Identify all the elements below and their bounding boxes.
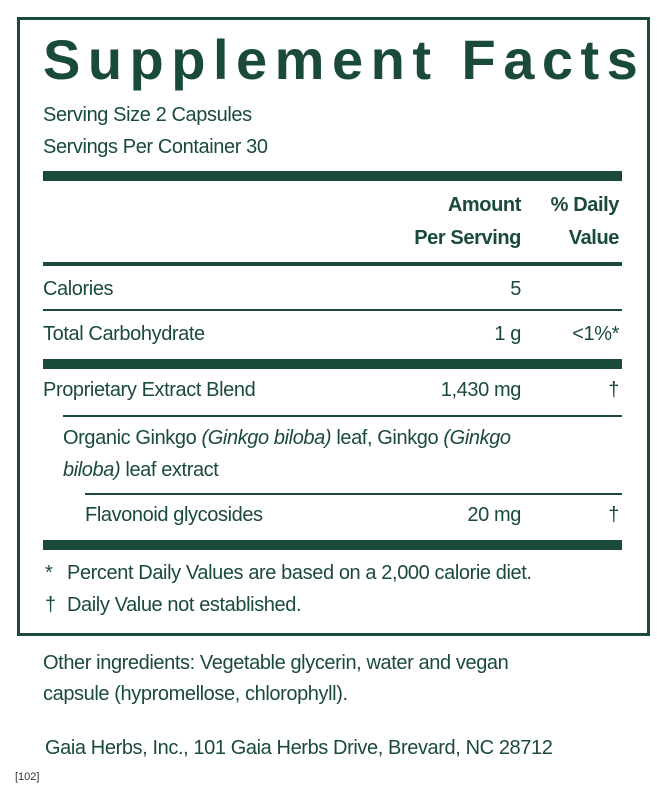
row-calories-amount: 5 xyxy=(510,278,521,300)
text: leaf extract xyxy=(120,459,219,481)
row-blend-dv: † xyxy=(608,379,619,401)
latin-name: (Ginkgo xyxy=(443,427,511,449)
divider-medium xyxy=(43,262,622,266)
facts-panel-border xyxy=(17,17,650,636)
text: leaf, Ginkgo xyxy=(331,427,444,449)
other-ingredients-line2: capsule (hypromellose, chlorophyll). xyxy=(43,683,348,705)
row-flavonoid-name: Flavonoid glycosides xyxy=(85,504,263,526)
text: Organic Ginkgo xyxy=(63,427,202,449)
footnote-dagger-symbol: † xyxy=(45,594,56,616)
header-value: Value xyxy=(568,227,620,249)
label-code: [102] xyxy=(15,771,40,783)
other-ingredients-line1: Other ingredients: Vegetable glycerin, w… xyxy=(43,652,509,674)
divider-thin xyxy=(63,415,622,417)
header-amount: Amount xyxy=(447,194,522,216)
divider-thick xyxy=(43,540,622,550)
header-daily: % Daily xyxy=(550,194,620,216)
divider-thin xyxy=(43,309,622,311)
row-carb-amount: 1 g xyxy=(494,323,521,345)
row-carb-dv: <1%* xyxy=(572,323,619,345)
latin-name: (Ginkgo biloba) xyxy=(201,427,332,449)
divider-thin xyxy=(85,493,622,495)
row-blend-name: Proprietary Extract Blend xyxy=(43,379,256,401)
panel-title: Supplement Facts xyxy=(43,28,646,91)
footnote-star-symbol: * xyxy=(45,562,53,584)
manufacturer-address: Gaia Herbs, Inc., 101 Gaia Herbs Drive, … xyxy=(45,737,553,759)
blend-description-line1: Organic Ginkgo (Ginkgo biloba) leaf, Gin… xyxy=(63,426,511,450)
latin-name: biloba) xyxy=(63,459,121,481)
header-per-serving: Per Serving xyxy=(414,227,521,249)
footnote-star-text: Percent Daily Values are based on a 2,00… xyxy=(67,562,532,584)
row-flavonoid-amount: 20 mg xyxy=(467,504,521,526)
serving-size: Serving Size 2 Capsules xyxy=(43,104,252,126)
divider-thick xyxy=(43,171,622,181)
blend-description-line2: biloba) leaf extract xyxy=(63,458,219,482)
row-carb-name: Total Carbohydrate xyxy=(43,323,205,345)
row-flavonoid-dv: † xyxy=(608,504,619,526)
divider-thick xyxy=(43,359,622,369)
row-blend-amount: 1,430 mg xyxy=(440,379,522,401)
row-calories-name: Calories xyxy=(43,278,114,300)
footnote-dagger-text: Daily Value not established. xyxy=(67,594,302,616)
servings-per-container: Servings Per Container 30 xyxy=(43,136,268,158)
